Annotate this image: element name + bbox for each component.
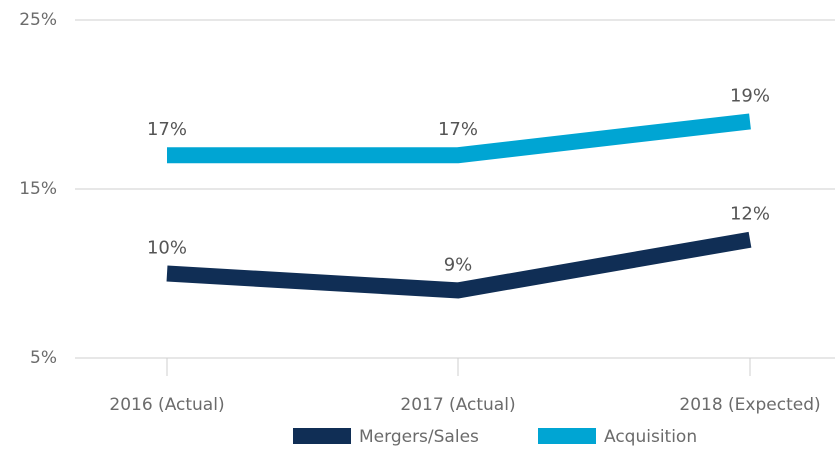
data-label: 10%	[147, 238, 187, 259]
x-tick-label: 2018 (Expected)	[679, 395, 820, 415]
x-tick-label: 2016 (Actual)	[109, 395, 224, 415]
y-tick-label: 15%	[19, 179, 57, 199]
series-line	[166, 231, 752, 299]
data-label: 17%	[438, 119, 478, 140]
legend-label: Acquisition	[604, 427, 697, 447]
y-tick-label: 5%	[30, 348, 57, 368]
data-label: 17%	[147, 119, 187, 140]
legend-label: Mergers/Sales	[359, 427, 479, 447]
data-label: 12%	[730, 204, 770, 225]
series-line	[167, 113, 751, 164]
legend-swatch	[538, 428, 596, 444]
data-label: 19%	[730, 85, 770, 106]
data-label: 9%	[444, 254, 473, 275]
x-tick-label: 2017 (Actual)	[400, 395, 515, 415]
legend-swatch	[293, 428, 351, 444]
y-tick-label: 25%	[19, 10, 57, 30]
